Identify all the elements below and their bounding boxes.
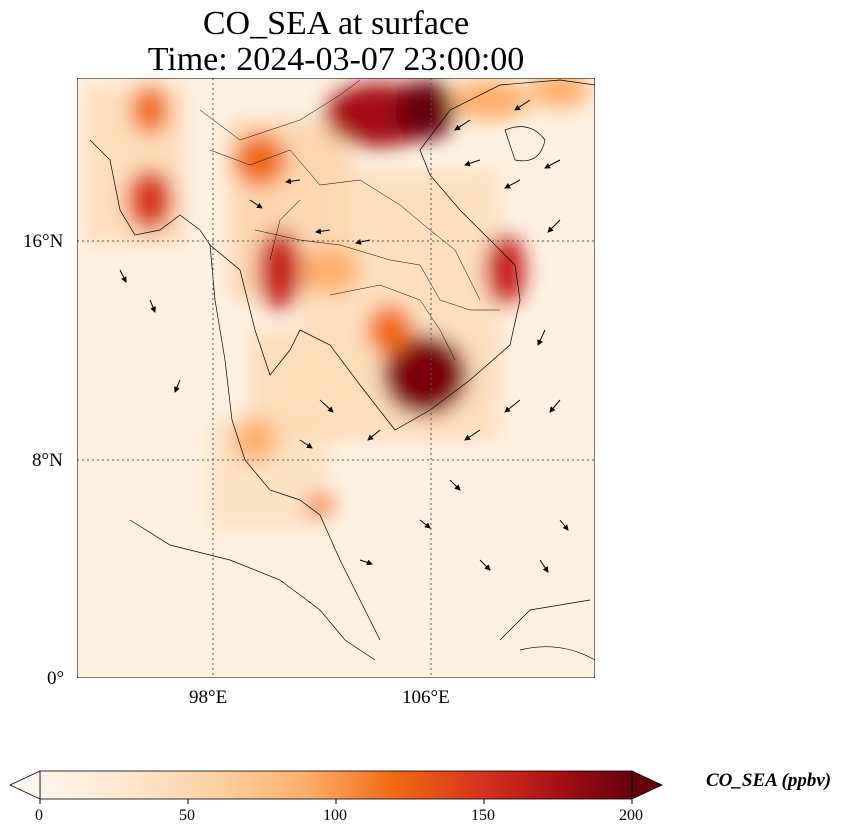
colorbar-tick-150: 150 — [471, 807, 495, 824]
colorbar — [9, 770, 663, 804]
colorbar-gradient — [39, 770, 633, 800]
colorbar-label: CO_SEA (ppbv) — [706, 770, 832, 791]
gridlines — [77, 78, 595, 678]
lat-tick-0: 0° — [47, 668, 65, 689]
lat-tick-8n: 8°N — [32, 450, 63, 471]
figure-title-line2: Time: 2024-03-07 23:00:00 — [147, 41, 525, 78]
country-borders — [199, 79, 500, 361]
concentration-field — [85, 78, 590, 530]
colorbar-extend-high — [631, 770, 663, 800]
colorbar-extend-low — [9, 770, 41, 800]
coastlines — [89, 79, 595, 661]
wind-vectors — [119, 99, 569, 573]
figure-title-line1: CO_SEA at surface — [202, 5, 470, 42]
lon-tick-98e: 98°E — [189, 687, 228, 708]
lat-tick-16n: 16°N — [23, 231, 64, 252]
lon-tick-106e: 106°E — [402, 687, 450, 708]
colorbar-tick-100: 100 — [323, 807, 347, 824]
colorbar-tick-200: 200 — [619, 807, 643, 824]
colorbar-tick-0: 0 — [35, 807, 43, 824]
colorbar-tick-50: 50 — [179, 807, 195, 824]
map-panel — [77, 78, 595, 678]
